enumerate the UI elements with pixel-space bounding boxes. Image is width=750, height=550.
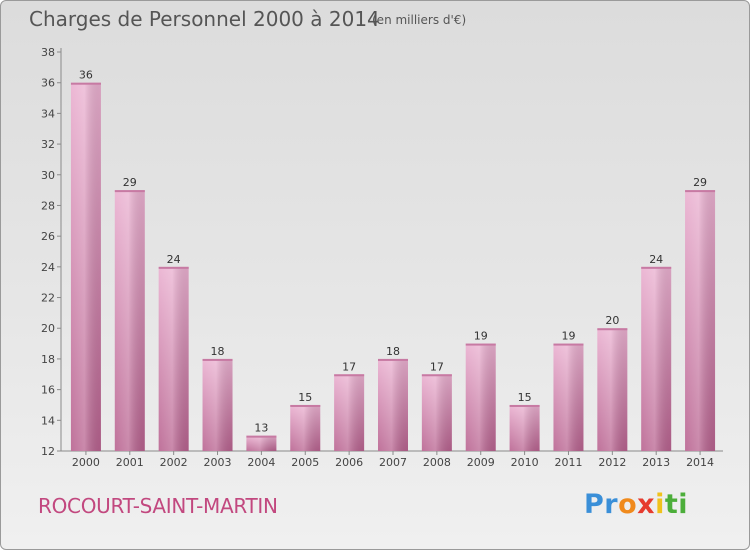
x-tick-label: 2012 <box>598 456 626 469</box>
bar-top-edge <box>509 404 540 407</box>
logo-part: i <box>655 489 665 520</box>
x-tick-label: 2006 <box>335 456 363 469</box>
x-tick-label: 2000 <box>72 456 100 469</box>
bar-value-label: 36 <box>79 69 93 82</box>
bar-top-edge <box>553 343 584 346</box>
bar-top-edge <box>202 358 233 361</box>
bar-value-label: 18 <box>386 345 400 358</box>
y-tick-label: 20 <box>41 322 55 335</box>
x-tick-label: 2010 <box>511 456 539 469</box>
bar-highlight <box>553 343 584 451</box>
y-tick-label: 26 <box>41 230 55 243</box>
bar-top-edge <box>465 343 496 346</box>
logo-part: Pr <box>584 489 619 520</box>
bar-value-label: 13 <box>254 422 268 435</box>
x-tick-label: 2001 <box>116 456 144 469</box>
bar-value-label: 17 <box>430 360 444 373</box>
bar-series <box>70 82 716 451</box>
bar-highlight <box>290 404 321 451</box>
logo-part: x <box>637 489 656 520</box>
bar-highlight <box>685 190 716 451</box>
y-tick-label: 14 <box>41 414 55 427</box>
bar-top-edge <box>246 435 277 438</box>
bar-highlight <box>421 374 452 451</box>
y-tick-label: 38 <box>41 46 55 59</box>
y-tick-label: 30 <box>41 169 55 182</box>
y-tick-label: 22 <box>41 292 55 305</box>
x-tick-label: 2007 <box>379 456 407 469</box>
bar-value-label: 15 <box>298 391 312 404</box>
bar-highlight <box>114 190 145 451</box>
bar-value-label: 17 <box>342 360 356 373</box>
bar-top-edge <box>597 328 628 331</box>
bar-highlight <box>465 343 496 451</box>
x-tick-label: 2011 <box>554 456 582 469</box>
commune-name: ROCOURT-SAINT-MARTIN <box>38 494 278 518</box>
y-tick-label: 12 <box>41 445 55 458</box>
y-tick-label: 32 <box>41 138 55 151</box>
logo-part: ti <box>664 489 689 520</box>
chart-subtitle: (en milliers d'€) <box>372 13 467 27</box>
bar-highlight <box>597 328 628 451</box>
bar-value-label: 29 <box>693 176 707 189</box>
bar-value-label: 24 <box>167 253 181 266</box>
bar-highlight <box>202 358 233 451</box>
x-tick-label: 2003 <box>204 456 232 469</box>
bar-value-label: 24 <box>649 253 663 266</box>
bar-top-edge <box>114 190 145 193</box>
x-tick-label: 2014 <box>686 456 714 469</box>
bar-highlight <box>641 266 672 451</box>
bar-value-label: 19 <box>474 330 488 343</box>
bar-top-edge <box>158 266 189 269</box>
x-tick-label: 2009 <box>467 456 495 469</box>
y-tick-label: 16 <box>41 384 55 397</box>
proxiti-logo[interactable]: Proxiti <box>584 489 688 520</box>
bar-value-label: 29 <box>123 176 137 189</box>
y-tick-label: 34 <box>41 107 55 120</box>
bar-highlight <box>334 374 365 451</box>
y-tick-label: 28 <box>41 199 55 212</box>
bar-highlight <box>158 266 189 451</box>
x-tick-label: 2002 <box>160 456 188 469</box>
bar-top-edge <box>378 358 408 361</box>
chart-title: Charges de Personnel 2000 à 2014 <box>29 7 380 31</box>
bar-highlight <box>509 404 540 451</box>
bar-value-labels: 36 29 24 18 13 15 17 18 17 19 15 19 20 24 29 <box>79 69 707 435</box>
bar-top-edge <box>334 374 365 377</box>
x-tick-label: 2005 <box>291 456 319 469</box>
x-tick-label: 2008 <box>423 456 451 469</box>
x-tick-label: 2013 <box>642 456 670 469</box>
bar-top-edge <box>421 374 452 377</box>
bar-highlight <box>378 358 408 451</box>
bar-top-edge <box>70 82 101 85</box>
bar-top-edge <box>641 266 672 269</box>
bar-value-label: 15 <box>518 391 532 404</box>
chart-axes: 12 14 16 18 20 22 24 26 28 30 32 34 36 38 2000 2001 2002… <box>41 46 723 469</box>
bar-value-label: 20 <box>605 314 619 327</box>
bar-top-edge <box>290 404 321 407</box>
bar-top-edge <box>685 190 716 193</box>
x-tick-label: 2004 <box>247 456 275 469</box>
y-tick-label: 36 <box>41 77 55 90</box>
bar-highlight <box>246 435 277 451</box>
y-tick-label: 24 <box>41 261 55 274</box>
bar-highlight <box>70 82 101 451</box>
logo-part: o <box>618 489 638 520</box>
bar-value-label: 19 <box>561 330 575 343</box>
y-tick-label: 18 <box>41 353 55 366</box>
bar-value-label: 18 <box>211 345 225 358</box>
